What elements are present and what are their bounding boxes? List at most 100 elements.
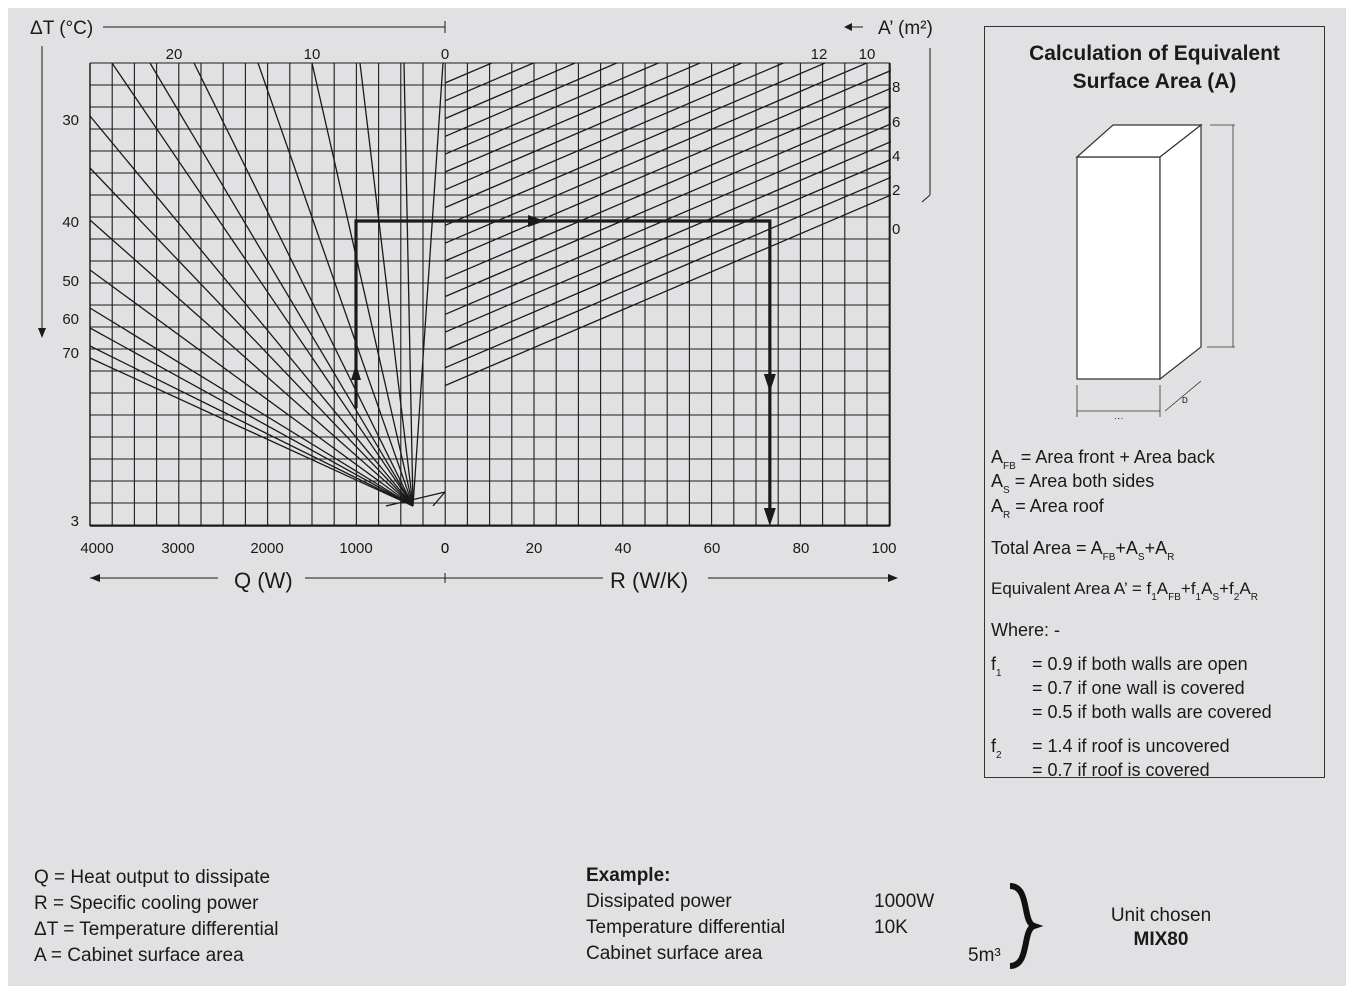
dt-line (193, 63, 414, 507)
dim-w: W (1115, 417, 1123, 419)
dt-tick-label: 3 (71, 513, 79, 530)
area-line (445, 63, 702, 173)
area-line (445, 63, 827, 226)
dt-line (432, 491, 446, 507)
dt-tick-label: 70 (62, 345, 79, 362)
r-tick-label: 0 (441, 540, 449, 557)
a-tick-label: 0 (892, 221, 900, 238)
area-line (445, 63, 536, 102)
area-line (445, 105, 891, 298)
area-line (445, 63, 786, 209)
unit-value: MIX80 (1133, 929, 1189, 950)
panel-title-line2: Surface Area (A) (1072, 70, 1237, 93)
dt-line (403, 63, 414, 507)
unit-chosen: Unit chosen MIX80 (1086, 904, 1236, 952)
dt-line (90, 327, 414, 507)
equivalent-area-panel: Calculation of Equivalent Surface Area (… (984, 26, 1325, 780)
q-tick-label: 4000 (80, 540, 113, 557)
r-tick-label: 80 (793, 540, 810, 557)
a-tick-label: 4 (892, 148, 900, 165)
dt-line (90, 345, 414, 507)
panel-title: Calculation of Equivalent Surface Area (… (985, 40, 1324, 96)
r-area-lines (445, 63, 891, 387)
example-line (354, 219, 772, 518)
dt-line (111, 63, 414, 507)
dt-line (90, 307, 414, 507)
legend-r: R = Specific cooling power (34, 893, 259, 914)
example-arrow-up (351, 364, 361, 380)
cabinet-diagram: H W D (1075, 123, 1235, 419)
example-arrow-right (528, 215, 545, 227)
dt-line (311, 63, 414, 507)
example-area-value: 5m³ (968, 945, 1001, 966)
dt-line (149, 63, 414, 507)
q-dt-lines (90, 63, 446, 507)
area-line (445, 141, 891, 333)
example-path (351, 215, 776, 526)
q-axis-title: Q (W) (234, 568, 293, 593)
dt-tick-label: 60 (62, 311, 79, 328)
r-arrow-head (888, 574, 898, 582)
a-tick-label: 8 (892, 79, 900, 96)
afb-definition: AFB = Area front + Area back (991, 447, 1215, 472)
legend-dt: ΔT = Temperature differential (34, 919, 279, 940)
example-arrow-down (763, 374, 776, 392)
example-power-value: 1000W (874, 891, 935, 912)
r-tick-label: 100 (871, 540, 896, 557)
example-values: 1000W 10K (874, 889, 934, 941)
area-line (445, 123, 891, 315)
area-line (445, 63, 661, 155)
dt-line-label: 0 (441, 46, 449, 63)
example-arrow-end (763, 508, 776, 526)
example-block: Example: Dissipated power Temperature di… (586, 863, 785, 967)
f2-values: = 1.4 if roof is uncovered = 0.7 if roof… (1032, 736, 1230, 780)
where-label: Where: - (991, 620, 1061, 640)
unit-label: Unit chosen (1110, 905, 1212, 926)
example-dt-value: 10K (874, 917, 908, 938)
r-axis-title: R (W/K) (610, 568, 688, 593)
legend-a: A = Cabinet surface area (34, 945, 244, 966)
a-arrow-head (844, 23, 852, 31)
a-tick-label: 10 (859, 46, 876, 63)
area-line (445, 63, 577, 120)
q-arrow-head (90, 574, 100, 582)
dt-tick-label: 50 (62, 273, 79, 290)
example-dt-label: Temperature differential (586, 917, 786, 938)
dt-axis-title: ΔT (°C) (30, 18, 93, 39)
area-line (445, 194, 891, 387)
dt-tick-label: 30 (62, 112, 79, 129)
legend-q: Q = Heat output to dissipate (34, 867, 271, 888)
r-tick-label: 20 (526, 540, 543, 557)
q-tick-label: 0 (441, 540, 449, 557)
example-power-label: Dissipated power (586, 891, 732, 912)
q-tick-label: 1000 (339, 540, 372, 557)
f2-symbol: f2 (991, 736, 1002, 761)
dim-d: D (1182, 396, 1188, 405)
f1-symbol: f1 (991, 654, 1002, 679)
example-area-label: Cabinet surface area (586, 943, 763, 964)
area-line (445, 63, 619, 137)
dt-line-label: 20 (166, 46, 183, 63)
example-title: Example: (586, 865, 671, 886)
a-bracket-end (921, 194, 931, 203)
area-line (445, 69, 891, 262)
chart-axes (38, 21, 931, 583)
dt-arrow-head (38, 328, 46, 338)
area-line (445, 176, 891, 369)
r-tick-label: 40 (615, 540, 632, 557)
dt-line (90, 219, 414, 507)
ar-definition: AR = Area roof (991, 496, 1104, 521)
area-line (445, 63, 869, 244)
area-line (445, 87, 891, 280)
q-tick-label: 3000 (161, 540, 194, 557)
total-area-formula: Total Area = AFB+AS+AR (991, 538, 1175, 563)
dt-line (257, 63, 414, 507)
a-tick-label: 6 (892, 114, 900, 131)
dt-line (90, 269, 414, 507)
panel-title-line1: Calculation of Equivalent (1029, 42, 1280, 65)
dt-line (90, 357, 414, 507)
equivalent-area-formula: Equivalent Area A’ = f1AFB+f1AS+f2AR (991, 579, 1258, 603)
brace-icon (1009, 883, 1044, 969)
